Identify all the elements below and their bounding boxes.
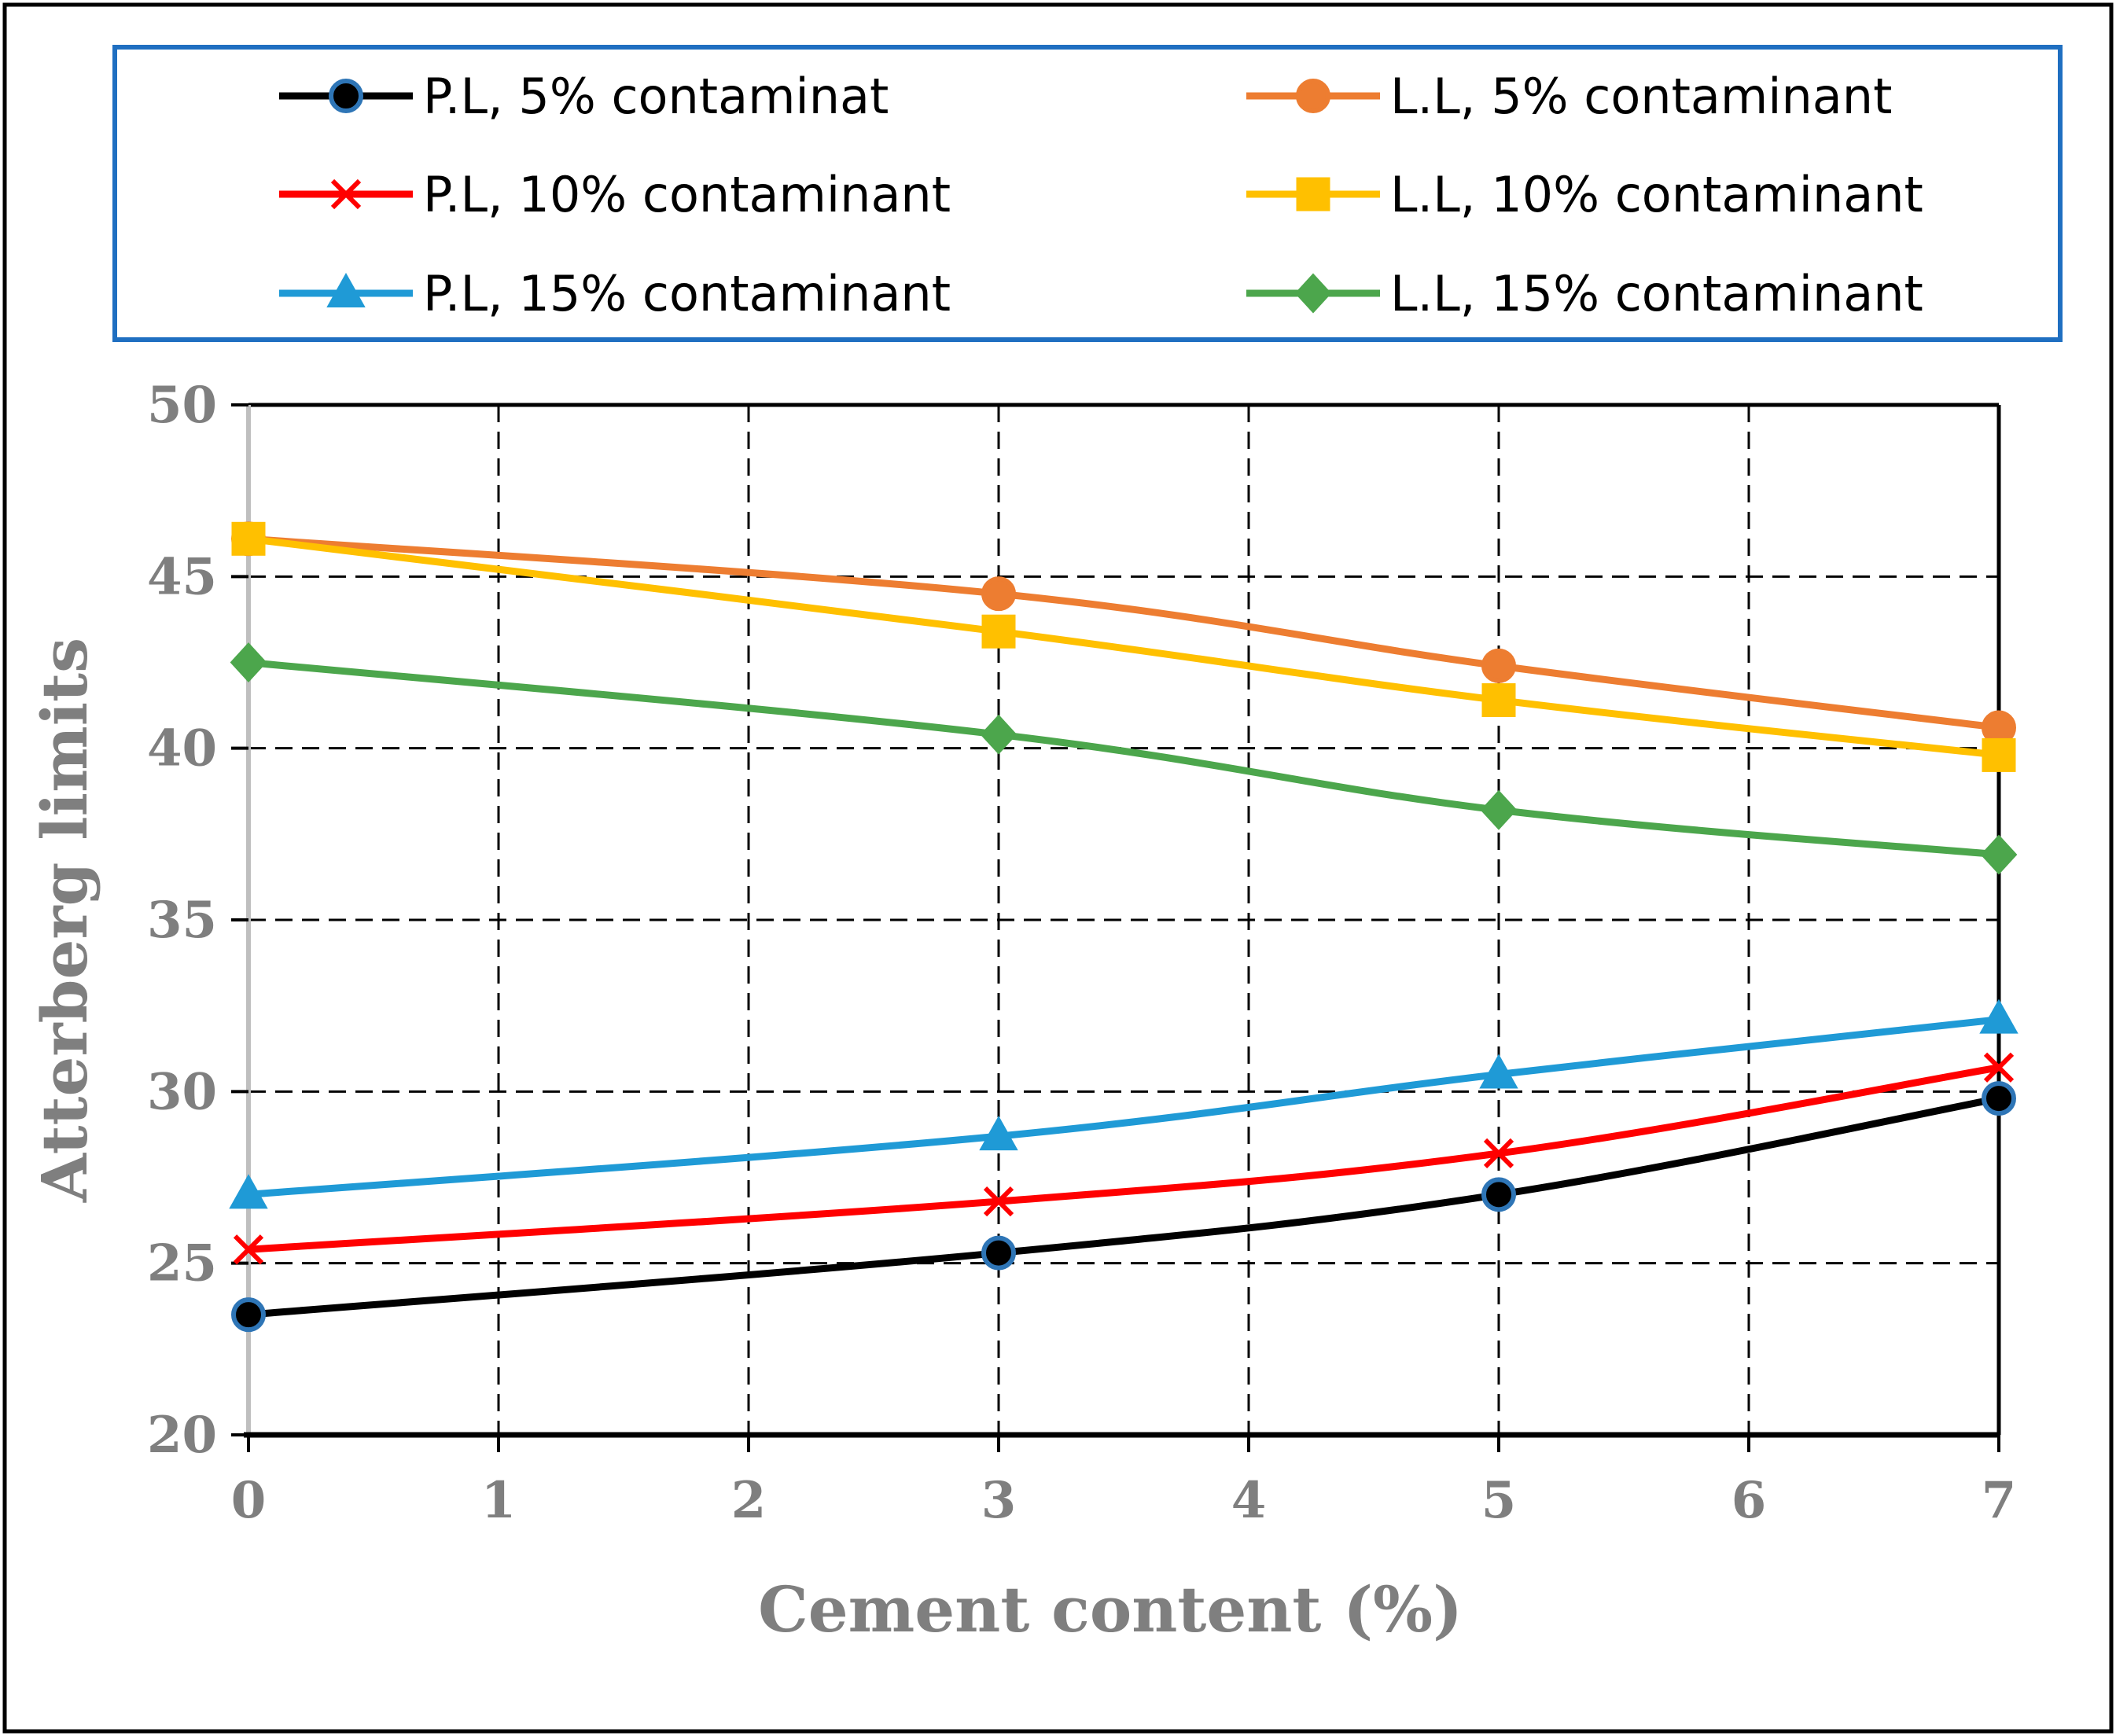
data-point xyxy=(231,521,266,556)
data-point xyxy=(1982,710,2016,745)
x-tick-label: 5 xyxy=(1481,1471,1517,1530)
legend-entry: L.L, 15% contaminant xyxy=(1246,265,1923,322)
x-tick-label: 4 xyxy=(1231,1471,1267,1530)
legend-entry: L.L, 10% contaminant xyxy=(1246,166,1923,223)
data-point xyxy=(1481,683,1516,718)
legend-label: P.L, 15% contaminant xyxy=(423,265,951,322)
series-5 xyxy=(229,999,2018,1209)
legend-entry: P.L, 15% contaminant xyxy=(279,265,951,322)
legend-marker xyxy=(330,178,362,210)
legend: P.L, 5% contaminat L.L, 5% contaminant P.L… xyxy=(112,45,2063,342)
series-6 xyxy=(230,642,2018,875)
legend-box xyxy=(112,45,2063,342)
data-point xyxy=(1982,737,2016,772)
y-axis-title: Atterberg limits xyxy=(28,638,101,1203)
marker-x-stroke xyxy=(330,178,362,210)
legend-entry: L.L, 5% contaminant xyxy=(1246,68,1892,125)
legend-entry: P.L, 5% contaminat xyxy=(279,68,889,125)
series-line xyxy=(248,535,2000,759)
data-point xyxy=(1980,834,2018,875)
data-point xyxy=(231,1297,266,1333)
data-point xyxy=(1982,1081,2016,1116)
axes xyxy=(231,403,2001,1452)
y-tick-label: 20 xyxy=(147,1406,217,1465)
data-point xyxy=(230,642,267,682)
legend-label: L.L, 10% contaminant xyxy=(1390,166,1923,223)
data-point xyxy=(979,1116,1018,1151)
data-point xyxy=(981,576,1016,612)
data-point xyxy=(229,1174,268,1209)
legend-marker xyxy=(1296,79,1330,113)
data-point xyxy=(981,1235,1016,1271)
legend-items: P.L, 5% contaminat L.L, 5% contaminant P.L… xyxy=(279,68,1923,322)
legend-marker xyxy=(326,272,366,307)
legend-marker xyxy=(1296,177,1330,211)
legend-label: L.L, 5% contaminant xyxy=(1390,68,1892,125)
marker-x-stroke xyxy=(1483,1138,1514,1169)
y-tick-label: 50 xyxy=(147,376,217,435)
legend-marker xyxy=(1294,273,1332,314)
data-point xyxy=(1481,1177,1516,1212)
series-layer xyxy=(229,521,2018,1333)
legend-marker xyxy=(329,79,363,113)
y-tick-label: 45 xyxy=(147,547,217,606)
x-tick-label: 2 xyxy=(731,1471,767,1530)
x-tick-label: 0 xyxy=(231,1471,267,1530)
y-tick-label: 30 xyxy=(147,1062,217,1121)
y-tick-label: 25 xyxy=(147,1234,217,1293)
series-line xyxy=(248,535,2000,731)
legend-label: L.L, 15% contaminant xyxy=(1390,265,1923,322)
legend-label: P.L, 10% contaminant xyxy=(423,166,951,223)
series-line xyxy=(248,1016,2000,1198)
series-line xyxy=(248,1064,2000,1253)
y-tick-label: 40 xyxy=(147,719,217,778)
x-axis-title: Cement content (%) xyxy=(758,1572,1463,1646)
x-tick-label: 3 xyxy=(981,1471,1017,1530)
marker-x-stroke xyxy=(233,1234,264,1265)
data-point xyxy=(1479,1054,1518,1089)
data-point xyxy=(983,1186,1014,1217)
series-line xyxy=(248,1094,2000,1319)
data-point xyxy=(1483,1138,1514,1169)
data-point xyxy=(981,614,1016,649)
data-point xyxy=(233,1234,264,1265)
series-4 xyxy=(231,521,2016,772)
legend-label: P.L, 5% contaminat xyxy=(423,68,889,125)
x-tick-label: 1 xyxy=(481,1471,517,1530)
series-3 xyxy=(233,1052,2015,1265)
data-point xyxy=(1480,789,1518,830)
data-point xyxy=(980,714,1018,755)
data-point xyxy=(1481,648,1516,683)
x-tick-label: 6 xyxy=(1731,1471,1767,1530)
marker-x-stroke xyxy=(983,1186,1014,1217)
x-tick-label: 7 xyxy=(1982,1471,2017,1530)
marker-x-stroke xyxy=(1983,1052,2015,1083)
data-point xyxy=(1979,999,2018,1034)
y-tick-label: 35 xyxy=(147,891,217,950)
legend-entry: P.L, 10% contaminant xyxy=(279,166,951,223)
series-1 xyxy=(231,1081,2016,1333)
data-point xyxy=(1983,1052,2015,1083)
series-line xyxy=(248,659,2000,859)
